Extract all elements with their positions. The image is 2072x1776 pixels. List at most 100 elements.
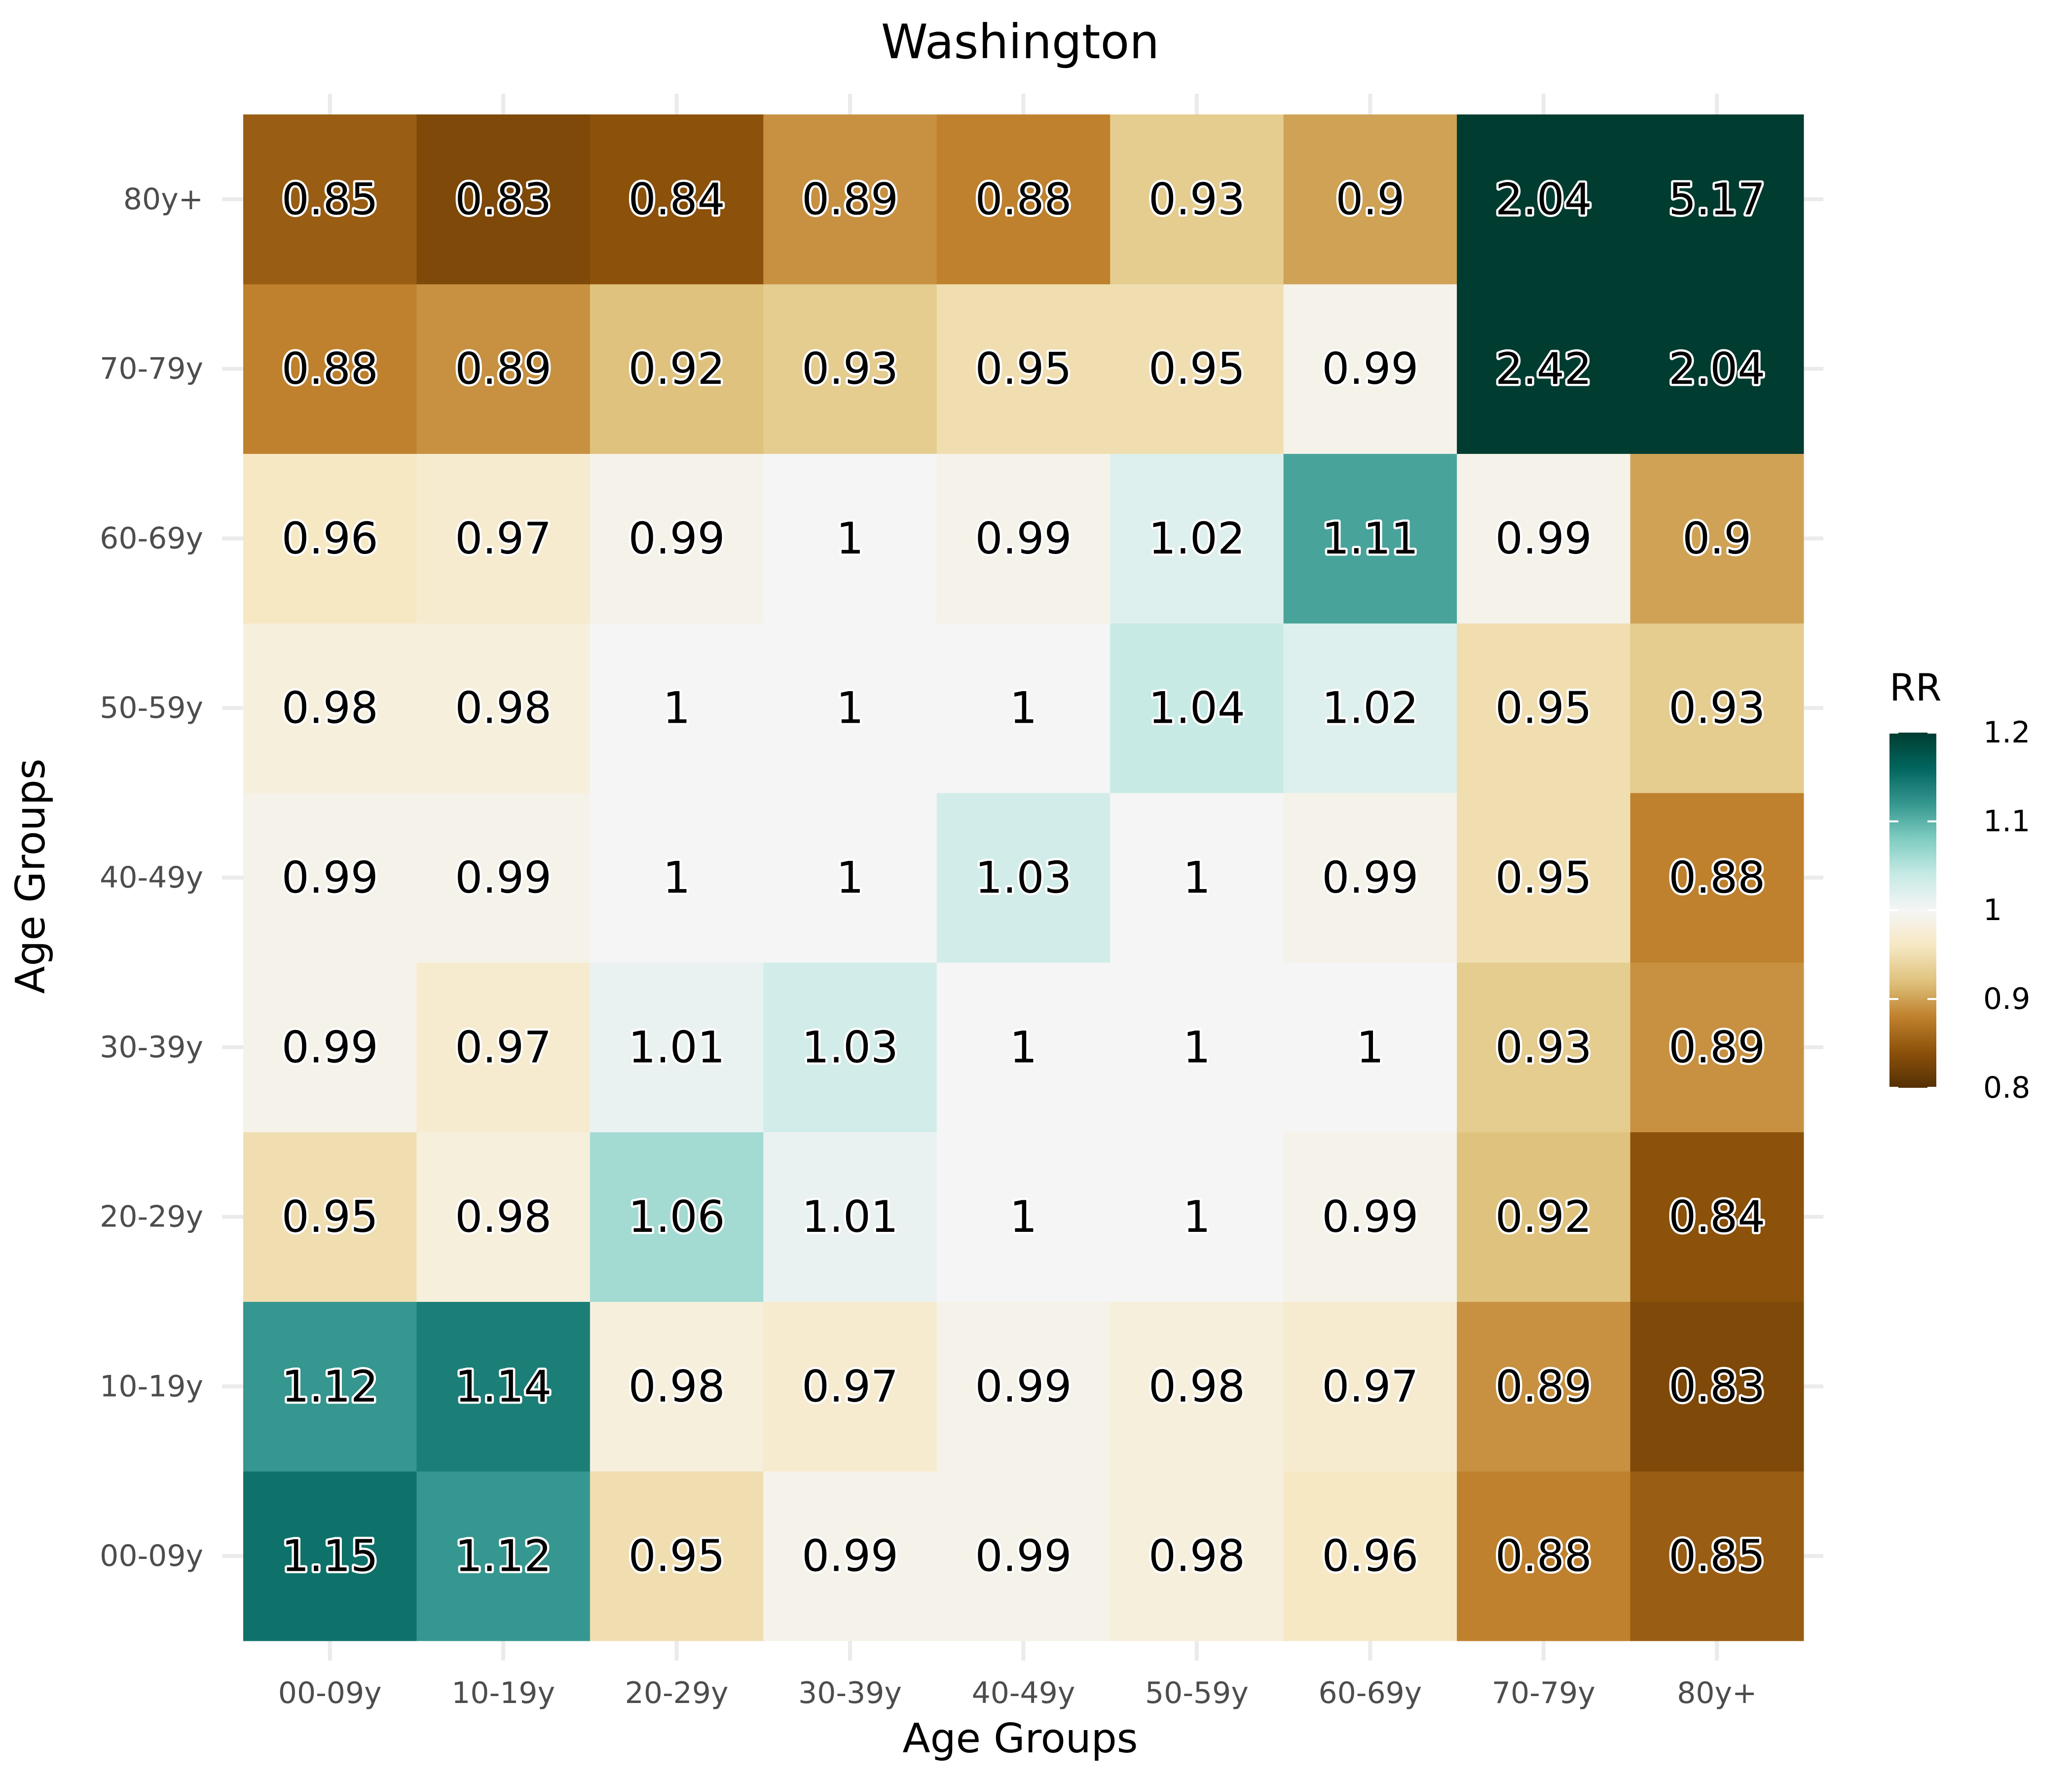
cell-value-label: 0.95: [282, 1191, 378, 1242]
cell-value-label: 1: [1010, 1022, 1037, 1073]
legend-tick-label: 1: [1983, 893, 2002, 927]
heatmap-cell: [590, 1471, 764, 1641]
cell-value-label: 0.99: [282, 852, 378, 903]
y-tick-label: 80y+: [123, 182, 203, 217]
legend-title: RR: [1889, 666, 1942, 709]
heatmap-cell: [590, 962, 764, 1133]
cell-value-label: 0.98: [629, 1361, 725, 1412]
cell-value-label: 0.85: [1668, 1531, 1765, 1582]
y-tick-label: 20-29y: [100, 1200, 203, 1234]
cell-value-label: 0.84: [1668, 1191, 1765, 1242]
heatmap-cell: [1630, 1471, 1804, 1641]
cell-value-label: 0.99: [1322, 852, 1418, 903]
cell-value-label: 0.95: [1148, 343, 1245, 394]
heatmap-cell: [590, 1132, 764, 1302]
heatmap-cell: [1630, 453, 1804, 624]
heatmap-cell: [1110, 1132, 1284, 1302]
cell-value-label: 1: [663, 683, 691, 734]
cell-value-label: 1.02: [1148, 513, 1245, 564]
y-tick-label: 40-49y: [100, 860, 203, 895]
heatmap-cell: [1283, 453, 1457, 624]
cell-value-label: 1.03: [802, 1022, 898, 1073]
chart-title: Washington: [881, 14, 1159, 70]
heatmap-cell: [243, 284, 417, 454]
cell-value-label: 5.17: [1668, 174, 1765, 224]
legend-tick-label: 1.2: [1983, 715, 2030, 750]
cell-value-label: 1.12: [282, 1361, 378, 1412]
y-tick-label: 00-09y: [100, 1539, 203, 1573]
cell-value-label: 0.98: [282, 683, 378, 734]
cell-value-label: 0.93: [802, 343, 898, 394]
cell-value-label: 1: [836, 852, 864, 903]
cell-value-label: 1.14: [455, 1361, 552, 1412]
legend-tick-label: 0.9: [1983, 982, 2030, 1016]
heatmap-cell: [936, 453, 1110, 624]
heatmap-cell: [1630, 1132, 1804, 1302]
x-axis-tick-labels: 00-09y 10-19y 20-29y 30-39y 40-49y 50-59y 60-6…: [278, 1676, 1757, 1710]
cell-value-label: 0.99: [455, 852, 552, 903]
legend-tick-label: 0.8: [1983, 1071, 2030, 1105]
heatmap-cell: [1110, 453, 1284, 624]
cell-value-label: 0.99: [1495, 513, 1592, 564]
heatmap-cell: [763, 793, 937, 963]
cell-value-label: 0.85: [282, 174, 378, 224]
cell-value-label: 1: [1183, 1191, 1211, 1242]
heatmap-cell: [1283, 623, 1457, 793]
x-tick-label: 70-79y: [1492, 1676, 1595, 1710]
cell-value-label: 0.9: [1682, 513, 1751, 564]
cell-value-label: 0.89: [455, 343, 552, 394]
heatmap-cell: [1283, 1132, 1457, 1302]
heatmap-cell: [1630, 623, 1804, 793]
heatmap-cells: [243, 114, 1804, 1641]
cell-value-label: 0.99: [1322, 1191, 1418, 1242]
x-tick-label: 50-59y: [1145, 1676, 1249, 1710]
cell-value-label: 0.97: [1322, 1361, 1418, 1412]
x-axis-title: Age Groups: [902, 1715, 1138, 1762]
cell-value-label: 0.95: [1495, 683, 1592, 734]
heatmap-cell: [243, 453, 417, 624]
heatmap-cell: [1110, 793, 1284, 963]
heatmap-cell: [416, 793, 591, 963]
cell-value-label: 1: [836, 513, 864, 564]
heatmap-cell: [590, 114, 764, 285]
cell-value-label: 1.02: [1322, 683, 1418, 734]
cell-value-label: 0.84: [629, 174, 725, 224]
cell-value-label: 0.98: [1148, 1361, 1245, 1412]
cell-value-label: 0.88: [1668, 852, 1765, 903]
cell-value-label: 1: [663, 852, 691, 903]
heatmap-cell: [243, 962, 417, 1133]
heatmap-cell: [1283, 793, 1457, 963]
cell-value-label: 2.04: [1495, 174, 1592, 224]
cell-value-label: 1: [1183, 1022, 1211, 1073]
heatmap-cell: [243, 1132, 417, 1302]
heatmap-cell: [590, 453, 764, 624]
cell-value-label: 0.83: [1668, 1361, 1765, 1412]
heatmap-cell: [763, 1132, 937, 1302]
cell-value-label: 0.97: [455, 513, 552, 564]
heatmap-cell: [1110, 1471, 1284, 1641]
heatmap-cell: [1283, 962, 1457, 1133]
heatmap-cell: [936, 1132, 1110, 1302]
heatmap-cell: [1457, 1471, 1631, 1641]
heatmap-cell: [1630, 1301, 1804, 1472]
heatmap-cell: [936, 1301, 1110, 1472]
heatmap-cell: [763, 284, 937, 454]
legend-tick-label: 1.1: [1983, 804, 2030, 839]
cell-value-label: 0.96: [1322, 1531, 1418, 1582]
cell-value-label: 0.97: [802, 1361, 898, 1412]
heatmap-cell: [243, 793, 417, 963]
y-tick-label: 50-59y: [100, 691, 203, 725]
cell-value-label: 1: [836, 683, 864, 734]
cell-value-label: 0.83: [455, 174, 552, 224]
heatmap-cell: [1457, 793, 1631, 963]
cell-value-label: 0.88: [1495, 1531, 1592, 1582]
x-tick-label: 20-29y: [625, 1676, 729, 1710]
cell-value-label: 0.95: [1495, 852, 1592, 903]
x-tick-label: 40-49y: [972, 1676, 1075, 1710]
heatmap-cell: [936, 284, 1110, 454]
cell-value-label: 0.88: [975, 174, 1072, 224]
heatmap-cell: [1110, 1301, 1284, 1472]
heatmap-cell: [416, 114, 591, 285]
cell-value-label: 1.01: [629, 1022, 725, 1073]
x-tick-label: 10-19y: [451, 1676, 555, 1710]
